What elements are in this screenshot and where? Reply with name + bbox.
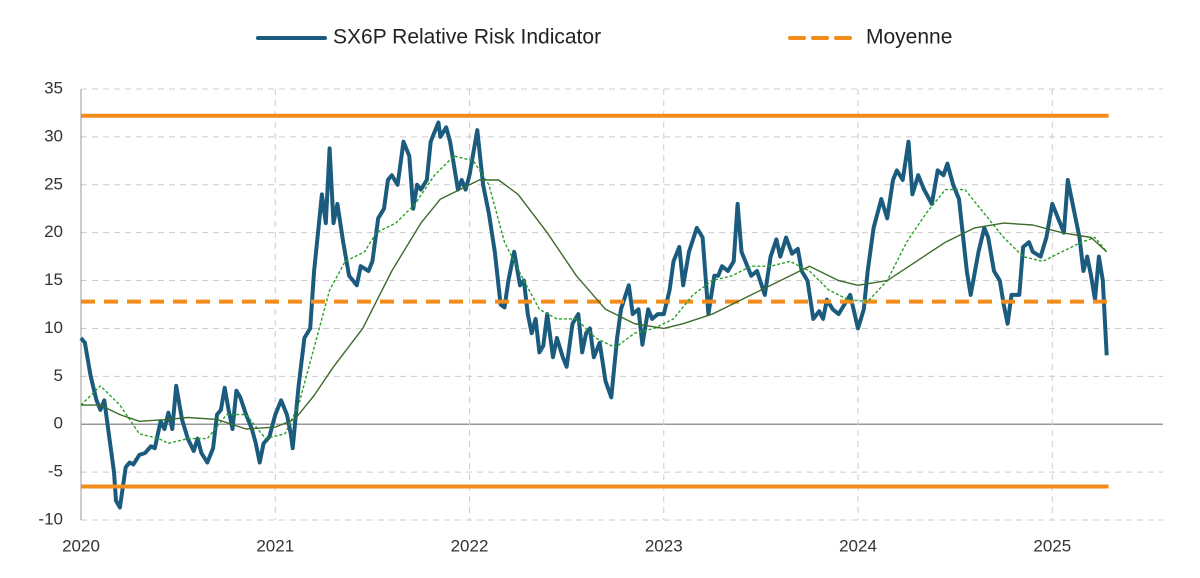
- y-tick-label: -10: [38, 509, 63, 528]
- series-line: [80, 155, 1108, 445]
- x-tick-label: 2023: [645, 536, 683, 555]
- y-tick-label: 30: [44, 126, 63, 145]
- y-tick-label: 15: [44, 270, 63, 289]
- y-tick-label: 0: [54, 414, 63, 433]
- x-tick-label: 2022: [451, 536, 489, 555]
- legend-label: Moyenne: [866, 26, 952, 49]
- legend-label: SX6P Relative Risk Indicator: [333, 26, 601, 49]
- series-line: [81, 179, 1108, 430]
- x-tick-label: 2020: [62, 536, 100, 555]
- x-tick-label: 2024: [839, 536, 877, 555]
- y-tick-label: 10: [44, 318, 63, 337]
- y-tick-label: 25: [44, 174, 63, 193]
- y-tick-label: 5: [54, 366, 63, 385]
- series-line: [79, 120, 1109, 510]
- y-tick-label: 35: [44, 78, 63, 97]
- y-tick-label: -5: [48, 462, 63, 481]
- x-tick-label: 2021: [256, 536, 294, 555]
- y-tick-label: 20: [44, 222, 63, 241]
- x-tick-label: 2025: [1033, 536, 1071, 555]
